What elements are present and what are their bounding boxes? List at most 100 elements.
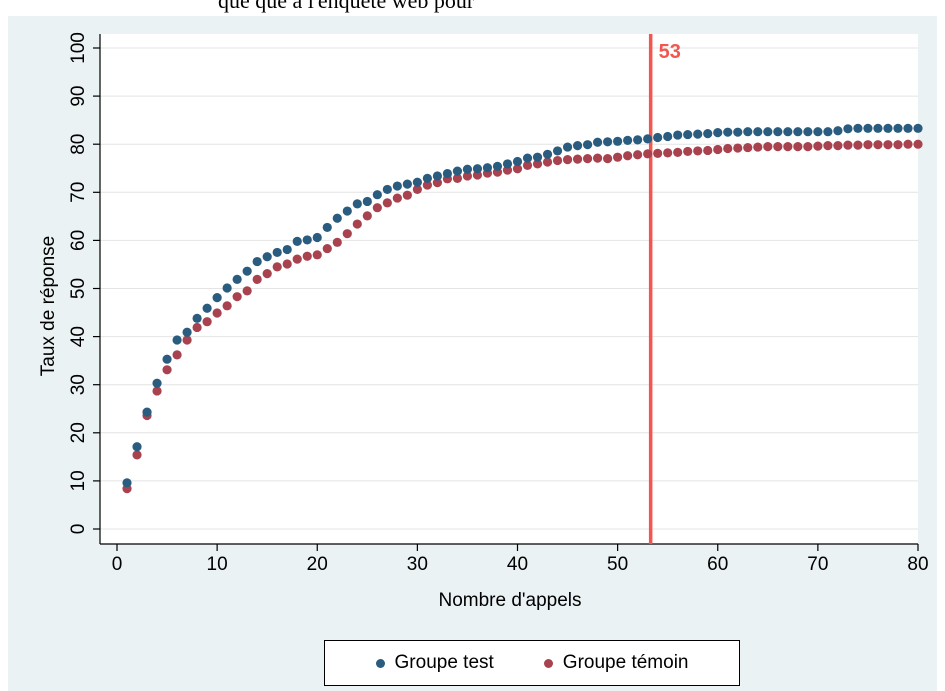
point-groupe-test bbox=[853, 123, 863, 133]
legend-item-test: Groupe test bbox=[375, 652, 494, 674]
point-groupe-test bbox=[703, 129, 713, 139]
x-tick-label: 30 bbox=[407, 554, 428, 575]
point-groupe-temoin bbox=[833, 141, 843, 151]
point-groupe-test bbox=[743, 127, 753, 137]
legend-marker-temoin bbox=[543, 658, 553, 668]
point-groupe-test bbox=[162, 354, 172, 364]
gridlines bbox=[100, 47, 918, 530]
point-groupe-temoin bbox=[312, 250, 322, 260]
point-groupe-test bbox=[813, 127, 823, 137]
point-groupe-test bbox=[412, 177, 422, 187]
point-groupe-test bbox=[282, 244, 292, 255]
point-groupe-test bbox=[582, 140, 593, 150]
point-groupe-test bbox=[292, 236, 302, 246]
cut-off-heading: que que à l'enquête web pour bbox=[0, 0, 945, 16]
point-groupe-test bbox=[883, 123, 893, 133]
point-groupe-test bbox=[843, 124, 853, 134]
point-groupe-test bbox=[913, 123, 923, 133]
point-groupe-temoin bbox=[582, 154, 593, 164]
chart-frame: 0 10 20 30 40 50 60 70 80 90 100 0 10 20 30 40 50 60 70 80 … bbox=[8, 16, 937, 691]
point-groupe-temoin bbox=[192, 322, 202, 333]
point-groupe-temoin bbox=[292, 254, 302, 264]
axes: 0 10 20 30 40 50 60 70 80 90 100 0 10 20 30 40 50 60 70 80 bbox=[68, 32, 929, 575]
point-groupe-test bbox=[122, 478, 132, 488]
point-groupe-test bbox=[663, 131, 673, 142]
point-groupe-temoin bbox=[212, 308, 222, 318]
point-groupe-temoin bbox=[603, 154, 613, 164]
point-groupe-temoin bbox=[182, 335, 192, 345]
point-groupe-temoin bbox=[372, 203, 382, 213]
point-groupe-test bbox=[572, 141, 583, 151]
point-groupe-temoin bbox=[813, 141, 823, 151]
y-tick-label: 80 bbox=[68, 134, 89, 155]
point-groupe-temoin bbox=[452, 173, 463, 183]
point-groupe-temoin bbox=[863, 140, 873, 150]
y-tick-label: 70 bbox=[68, 182, 89, 203]
point-groupe-test bbox=[793, 127, 803, 137]
point-groupe-temoin bbox=[733, 143, 743, 153]
point-groupe-temoin bbox=[703, 145, 713, 156]
point-groupe-test bbox=[552, 146, 563, 156]
point-groupe-test bbox=[402, 179, 412, 189]
point-groupe-test bbox=[472, 164, 483, 174]
point-groupe-test bbox=[723, 127, 733, 137]
point-groupe-test bbox=[532, 152, 543, 162]
point-groupe-test bbox=[212, 293, 222, 303]
point-groupe-temoin bbox=[803, 142, 813, 152]
point-groupe-temoin bbox=[342, 229, 352, 239]
point-groupe-temoin bbox=[793, 142, 803, 152]
point-groupe-test bbox=[252, 256, 262, 267]
y-tick-label: 90 bbox=[68, 86, 89, 107]
point-groupe-temoin bbox=[753, 142, 763, 152]
legend-item-temoin: Groupe témoin bbox=[543, 652, 688, 674]
point-groupe-test bbox=[372, 190, 382, 200]
point-groupe-test bbox=[893, 123, 903, 133]
point-groupe-test bbox=[562, 142, 573, 152]
point-groupe-test bbox=[462, 164, 473, 174]
point-groupe-temoin bbox=[773, 142, 783, 152]
point-groupe-temoin bbox=[903, 139, 913, 149]
point-groupe-temoin bbox=[552, 155, 563, 166]
point-groupe-temoin bbox=[693, 146, 703, 156]
point-groupe-test bbox=[863, 123, 873, 133]
point-groupe-test bbox=[683, 129, 693, 140]
x-tick-label: 0 bbox=[112, 554, 123, 575]
y-tick-label: 50 bbox=[68, 278, 89, 299]
point-groupe-test bbox=[502, 159, 513, 169]
x-axis-label: Nombre d'appels bbox=[438, 590, 581, 611]
point-groupe-test bbox=[452, 166, 463, 176]
point-groupe-test bbox=[362, 196, 372, 207]
point-groupe-temoin bbox=[743, 142, 753, 153]
point-groupe-test bbox=[142, 407, 152, 417]
point-groupe-temoin bbox=[572, 154, 583, 164]
point-groupe-test bbox=[192, 313, 202, 323]
point-groupe-test bbox=[382, 184, 392, 195]
point-groupe-test bbox=[833, 126, 843, 136]
point-groupe-temoin bbox=[913, 139, 923, 149]
point-groupe-test bbox=[232, 274, 242, 284]
y-tick-label: 40 bbox=[68, 326, 89, 347]
point-groupe-temoin bbox=[883, 140, 893, 150]
point-groupe-temoin bbox=[823, 141, 833, 151]
point-groupe-temoin bbox=[663, 148, 673, 158]
point-groupe-temoin bbox=[222, 301, 232, 311]
point-groupe-test bbox=[623, 135, 633, 145]
point-groupe-test bbox=[733, 127, 743, 137]
point-groupe-temoin bbox=[402, 190, 412, 200]
point-groupe-temoin bbox=[362, 211, 372, 221]
point-groupe-temoin bbox=[673, 147, 683, 157]
point-groupe-temoin bbox=[252, 274, 262, 284]
point-groupe-temoin bbox=[562, 154, 573, 165]
point-groupe-test bbox=[873, 123, 883, 133]
point-groupe-temoin bbox=[623, 151, 633, 161]
y-tick-label: 100 bbox=[68, 32, 89, 64]
point-groupe-temoin bbox=[232, 292, 242, 302]
point-groupe-test bbox=[342, 206, 352, 216]
y-tick-label: 20 bbox=[68, 422, 89, 443]
point-groupe-temoin bbox=[613, 152, 623, 162]
point-groupe-test bbox=[713, 128, 723, 138]
reference-line-label: 53 bbox=[659, 41, 681, 63]
point-groupe-test bbox=[312, 232, 322, 243]
legend-marker-test bbox=[375, 658, 385, 668]
